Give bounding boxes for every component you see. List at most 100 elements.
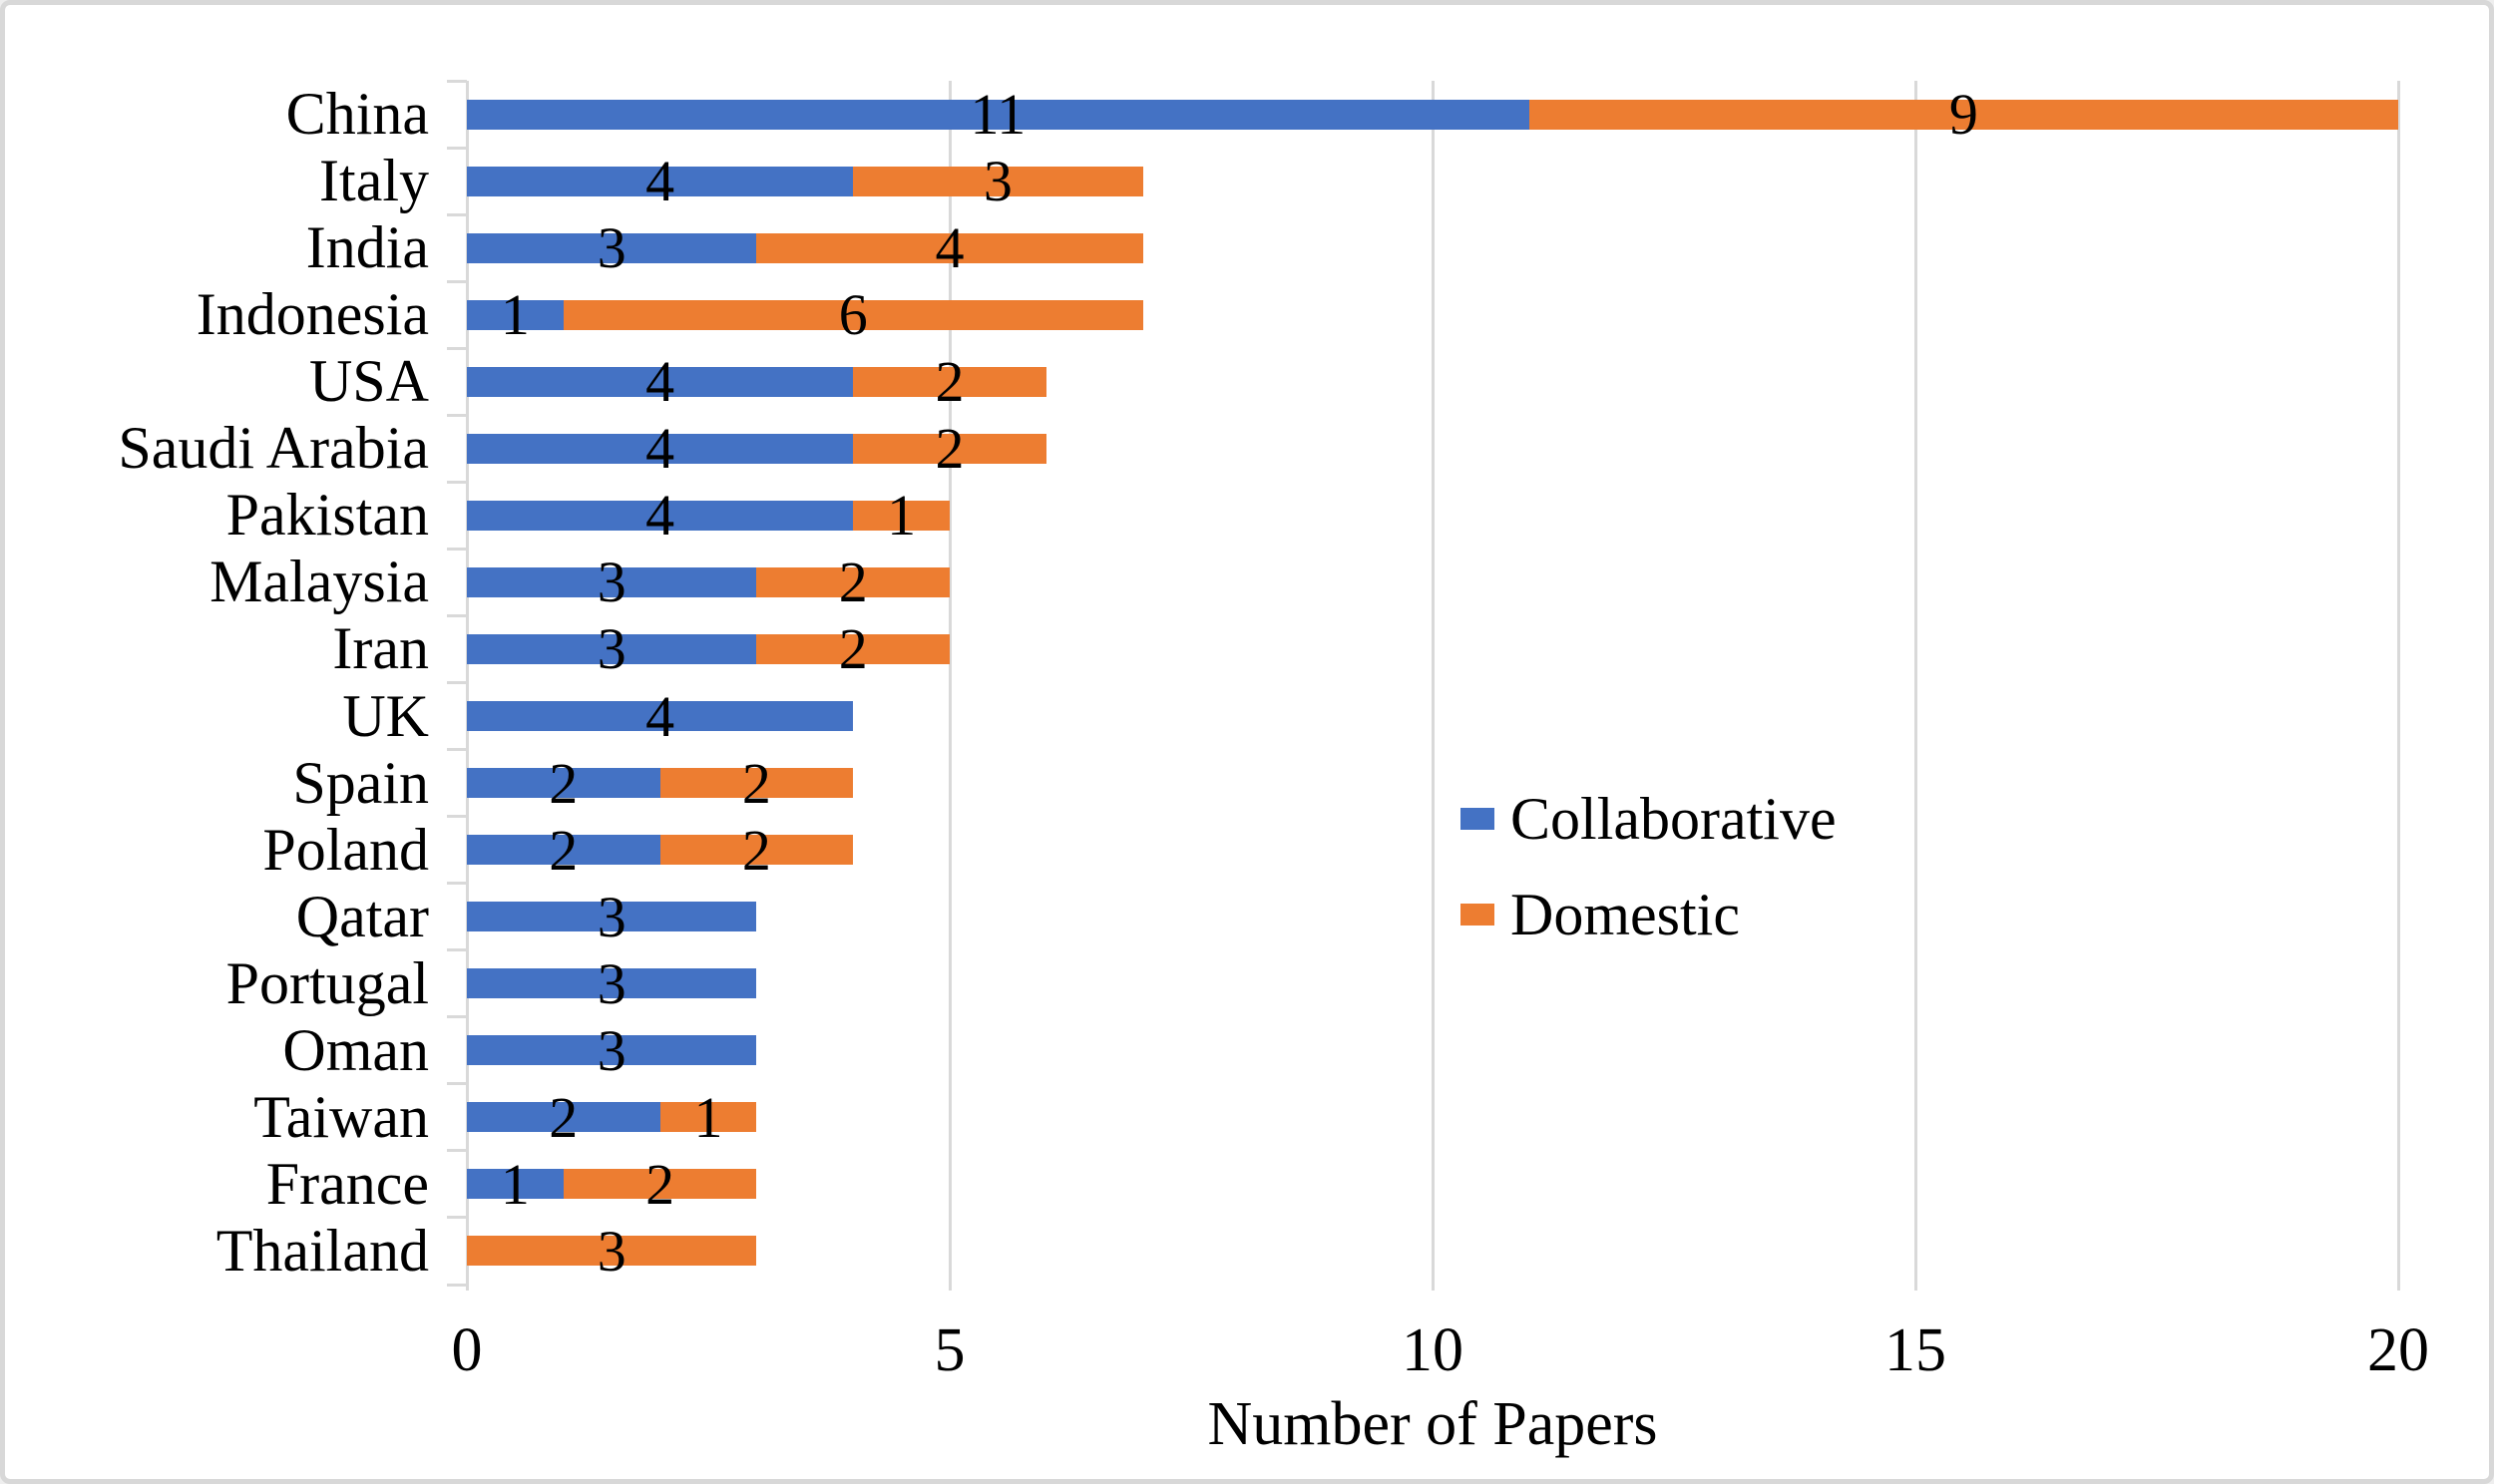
y-axis-tick: [447, 613, 467, 617]
bar-row: Poland 2 2: [262, 817, 2398, 884]
bar-segment-domestic: [756, 633, 950, 664]
bar-segment-domestic: [756, 232, 1143, 263]
y-axis-tick: [447, 815, 467, 819]
data-label: 3: [597, 884, 626, 949]
y-axis-tick: [447, 212, 467, 216]
data-label: 2: [838, 550, 868, 615]
bar-segment-domestic: [853, 366, 1046, 397]
bar-segment-domestic: [563, 1169, 757, 1200]
bar-segment-domestic: [853, 500, 950, 531]
bar-row: Malaysia 3 2: [209, 549, 2398, 615]
gridline: [2396, 81, 2400, 1291]
category-label: Saudi Arabia: [118, 415, 429, 482]
data-label: 11: [970, 82, 1027, 148]
bar-segment-domestic: [1528, 99, 2398, 130]
category-label: Oman: [282, 1016, 429, 1083]
data-label: 2: [935, 416, 965, 482]
data-label: 1: [500, 282, 530, 348]
data-label: 2: [838, 616, 868, 682]
x-tick-label: 15: [1884, 1316, 1946, 1384]
data-label: 3: [597, 550, 626, 615]
data-label: 1: [693, 1084, 723, 1150]
data-label: 4: [935, 215, 965, 281]
data-label: 2: [549, 750, 579, 816]
y-axis-tick: [447, 1283, 467, 1287]
x-tick-label: 10: [1402, 1316, 1463, 1384]
x-tick-label: 0: [451, 1316, 483, 1384]
y-axis-tick: [447, 748, 467, 752]
bar-segment-collaborative: [467, 768, 660, 799]
bar-segment-collaborative: [467, 166, 854, 196]
category-label: Thailand: [215, 1217, 429, 1284]
bar-segment-collaborative: [467, 232, 757, 263]
y-axis-line: [465, 81, 469, 1291]
category-label: France: [265, 1150, 429, 1217]
legend-swatch-domestic: [1460, 904, 1494, 926]
data-label: 4: [645, 683, 675, 749]
bar-segment-collaborative: [467, 701, 854, 732]
bar-row: Italy 4 3: [319, 148, 2398, 214]
gridline: [948, 81, 952, 1291]
y-axis-tick: [447, 480, 467, 484]
x-axis-title: Number of Papers: [1207, 1390, 1658, 1458]
y-axis-tick: [447, 346, 467, 350]
bar-segment-collaborative: [467, 566, 757, 597]
legend-entry-collaborative: Collaborative: [1460, 789, 1837, 849]
data-label: 3: [983, 149, 1013, 214]
bar-segment-collaborative: [467, 433, 854, 464]
bar-row: Pakistan 4 1: [226, 482, 2398, 549]
bar-segment-domestic: [853, 433, 1046, 464]
bar-row: France 1 2: [266, 1151, 2398, 1218]
y-axis-tick: [447, 279, 467, 283]
legend-swatch-collaborative: [1460, 808, 1494, 830]
data-label: 1: [887, 483, 917, 549]
category-label: UK: [342, 682, 429, 749]
bar-row: Saudi Arabia 4 2: [118, 415, 2398, 482]
bar-segment-domestic: [853, 166, 1143, 196]
gridline: [1913, 81, 1917, 1291]
category-label: Spain: [292, 749, 429, 816]
data-label: 3: [597, 950, 626, 1016]
data-label: 2: [741, 817, 771, 883]
y-axis-tick: [447, 1015, 467, 1019]
category-label: Pakistan: [225, 482, 429, 549]
data-label: 2: [935, 349, 965, 415]
bar-segment-collaborative: [467, 99, 1529, 130]
data-label: 4: [645, 483, 675, 549]
data-label: 4: [645, 149, 675, 214]
bar-row: Iran 3 2: [332, 615, 2398, 682]
data-label: 2: [549, 1084, 579, 1150]
category-label: Italy: [319, 148, 429, 214]
category-label: Taiwan: [253, 1083, 429, 1150]
bar-segment-collaborative: [467, 902, 757, 932]
bar-row: UK 4: [342, 683, 2398, 750]
bar-segment-collaborative: [467, 299, 564, 330]
y-axis-tick: [447, 547, 467, 551]
y-axis-tick: [447, 413, 467, 417]
bar-row: Spain 2 2: [292, 750, 2398, 817]
category-label: Iran: [332, 615, 429, 682]
data-label: 4: [645, 416, 675, 482]
bar-row: Oman 3: [282, 1017, 2398, 1084]
category-label: Qatar: [295, 883, 429, 949]
gridline: [1431, 81, 1435, 1291]
bar-segment-collaborative: [467, 1035, 757, 1066]
data-label: 2: [741, 750, 771, 816]
category-label: China: [285, 81, 429, 148]
legend-label: Collaborative: [1510, 786, 1837, 852]
data-label: 2: [645, 1151, 675, 1217]
x-tick-label: 20: [2367, 1316, 2429, 1384]
data-label: 3: [597, 1218, 626, 1284]
y-axis-tick: [447, 1082, 467, 1086]
bar-segment-domestic: [659, 768, 854, 799]
category-label: Malaysia: [209, 549, 429, 615]
bar-segment-collaborative: [467, 968, 757, 999]
category-label: India: [305, 214, 429, 281]
category-label: Poland: [262, 816, 429, 883]
bar-segment-collaborative: [467, 835, 660, 866]
bar-segment-collaborative: [467, 1102, 660, 1133]
bar-segment-domestic: [659, 835, 854, 866]
category-label: Indonesia: [196, 281, 429, 348]
bar-row: Taiwan 2 1: [253, 1084, 2398, 1151]
